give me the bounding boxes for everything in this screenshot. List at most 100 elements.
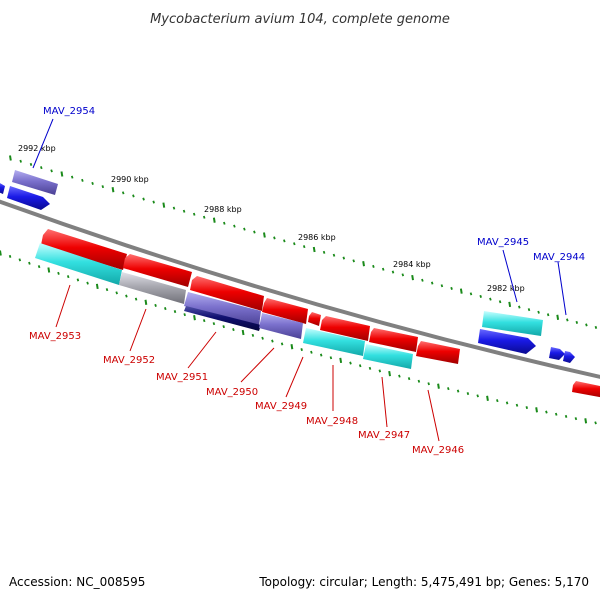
gene-arrow-mav-2944[interactable] — [478, 329, 536, 354]
outer-tick-10 — [111, 187, 115, 193]
outer-tick-41 — [421, 278, 424, 282]
outer-tick-32 — [332, 253, 336, 257]
scale-labels: 2992 kbp 2990 kbp 2988 kbp 2986 kbp 2984… — [18, 144, 525, 293]
inner-tick-49 — [476, 394, 479, 398]
gene-label-mav-2954[interactable]: MAV_2954 — [43, 106, 95, 117]
inner-tick-16 — [154, 303, 157, 307]
gene-arrow-forward-small-b[interactable] — [563, 351, 575, 363]
inner-tick-22 — [212, 322, 216, 326]
outer-tick-54 — [546, 313, 550, 317]
inner-tick-12 — [115, 291, 118, 295]
gene-label-mav-2945[interactable]: MAV_2945 — [477, 237, 529, 248]
scale-label-2988: 2988 kbp — [204, 205, 242, 214]
gene-label-mav-2948[interactable]: MAV_2948 — [306, 416, 358, 427]
leader-lines — [32, 118, 567, 442]
outer-tick-0 — [9, 155, 12, 161]
reverse-gene-labels: MAV_2953 MAV_2952 MAV_2951 MAV_2950 MAV_… — [29, 331, 464, 456]
gene-label-mav-2949[interactable]: MAV_2949 — [255, 401, 307, 412]
gene-arrow-mav-2947-b[interactable] — [363, 344, 413, 369]
inner-tick-44 — [427, 382, 430, 386]
inner-tick-3 — [28, 261, 31, 265]
gene-label-mav-2953[interactable]: MAV_2953 — [29, 331, 81, 342]
gene-arrow-mav-2950-a[interactable] — [262, 298, 308, 324]
inner-tick-53 — [515, 403, 519, 407]
scale-label-2986: 2986 kbp — [298, 233, 336, 242]
outer-tick-30 — [312, 246, 316, 253]
gene-arrow-mav-2949[interactable] — [308, 312, 321, 326]
gene-label-mav-2947[interactable]: MAV_2947 — [358, 430, 410, 441]
gene-arrow-forward-blue-edge[interactable] — [0, 182, 5, 194]
inner-tick-0 — [0, 250, 2, 256]
outer-tick-50 — [508, 301, 512, 308]
gene-label-mav-2951[interactable]: MAV_2951 — [156, 372, 208, 383]
inner-tick-13 — [125, 294, 128, 298]
gene-label-mav-2950[interactable]: MAV_2950 — [206, 387, 258, 398]
inner-tick-61 — [594, 421, 597, 425]
gene-arrow-mav-2952-b[interactable] — [119, 272, 186, 304]
gene-arrow-mav-2948-a[interactable] — [320, 316, 370, 341]
outer-tick-58 — [585, 323, 588, 327]
outer-tick-11 — [121, 191, 125, 195]
gene-label-mav-2952[interactable]: MAV_2952 — [103, 355, 155, 366]
gene-arrow-mav-2947-a[interactable] — [369, 328, 418, 352]
outer-tick-25 — [263, 232, 266, 238]
gene-arrow-mav-2950-b[interactable] — [184, 306, 261, 331]
outer-tick-47 — [479, 294, 482, 298]
outer-tick-5 — [60, 171, 64, 177]
inner-tick-50 — [486, 395, 489, 401]
outer-tick-15 — [162, 202, 166, 208]
inner-tick-29 — [280, 342, 284, 346]
inner-tick-17 — [164, 307, 167, 311]
outer-tick-2 — [29, 162, 33, 166]
inner-tick-1 — [8, 254, 12, 258]
forward-strand-genes — [0, 170, 575, 363]
inner-tick-34 — [329, 356, 333, 360]
gene-arrow-forward-blue[interactable] — [7, 186, 50, 210]
outer-tick-18 — [192, 212, 196, 216]
outer-tick-20 — [212, 217, 216, 223]
leader-line-mav-2949 — [285, 356, 304, 398]
gene-arrow-mav-2952-a[interactable] — [123, 254, 192, 287]
genome-summary-text: Topology: circular; Length: 5,475,491 bp… — [258, 575, 589, 589]
inner-tick-21 — [202, 319, 206, 323]
outer-tick-4 — [50, 169, 53, 173]
gene-arrow-mav-2945[interactable] — [482, 311, 543, 336]
inner-tick-4 — [37, 265, 41, 269]
scale-label-2990: 2990 kbp — [111, 175, 149, 184]
outer-tick-29 — [302, 245, 306, 249]
outer-tick-23 — [243, 227, 246, 231]
outer-tick-36 — [372, 264, 375, 268]
gene-arrow-mav-2951-b[interactable] — [184, 292, 261, 326]
outer-tick-16 — [172, 206, 176, 210]
gene-arrow-mav-2946[interactable] — [416, 341, 460, 364]
gene-arrow-mav-2950-c[interactable] — [259, 313, 303, 339]
inner-tick-51 — [496, 399, 499, 403]
outer-tick-51 — [518, 305, 521, 309]
outer-tick-17 — [182, 209, 186, 213]
inner-tick-54 — [525, 406, 529, 410]
outer-tick-34 — [352, 259, 355, 263]
outer-tick-35 — [362, 261, 365, 267]
inner-tick-10 — [95, 283, 99, 290]
leader-line-mav-2944 — [557, 261, 567, 316]
inner-tick-38 — [368, 366, 372, 370]
gene-arrow-mav-2948-b[interactable] — [303, 328, 365, 356]
inner-tick-40 — [388, 370, 391, 377]
gene-arrow-mav-2954[interactable] — [12, 170, 58, 195]
inner-tick-30 — [290, 344, 294, 350]
inner-tick-57 — [554, 412, 558, 416]
inner-tick-20 — [193, 315, 196, 321]
gene-label-mav-2944[interactable]: MAV_2944 — [533, 252, 585, 263]
inner-tick-55 — [535, 407, 538, 413]
gene-arrow-forward-small-a[interactable] — [549, 347, 565, 360]
inner-tick-19 — [183, 313, 186, 317]
gene-arrow-reverse-edge[interactable] — [572, 381, 600, 398]
outer-tick-43 — [440, 284, 444, 288]
gene-label-mav-2946[interactable]: MAV_2946 — [412, 445, 464, 456]
gene-arrow-mav-2953-b[interactable] — [35, 243, 122, 285]
inner-tick-35 — [339, 357, 343, 364]
gene-arrow-mav-2953-a[interactable] — [41, 229, 127, 270]
gene-arrow-mav-2951-a[interactable] — [190, 276, 264, 311]
accession-text: Accession: NC_008595 — [9, 575, 145, 589]
